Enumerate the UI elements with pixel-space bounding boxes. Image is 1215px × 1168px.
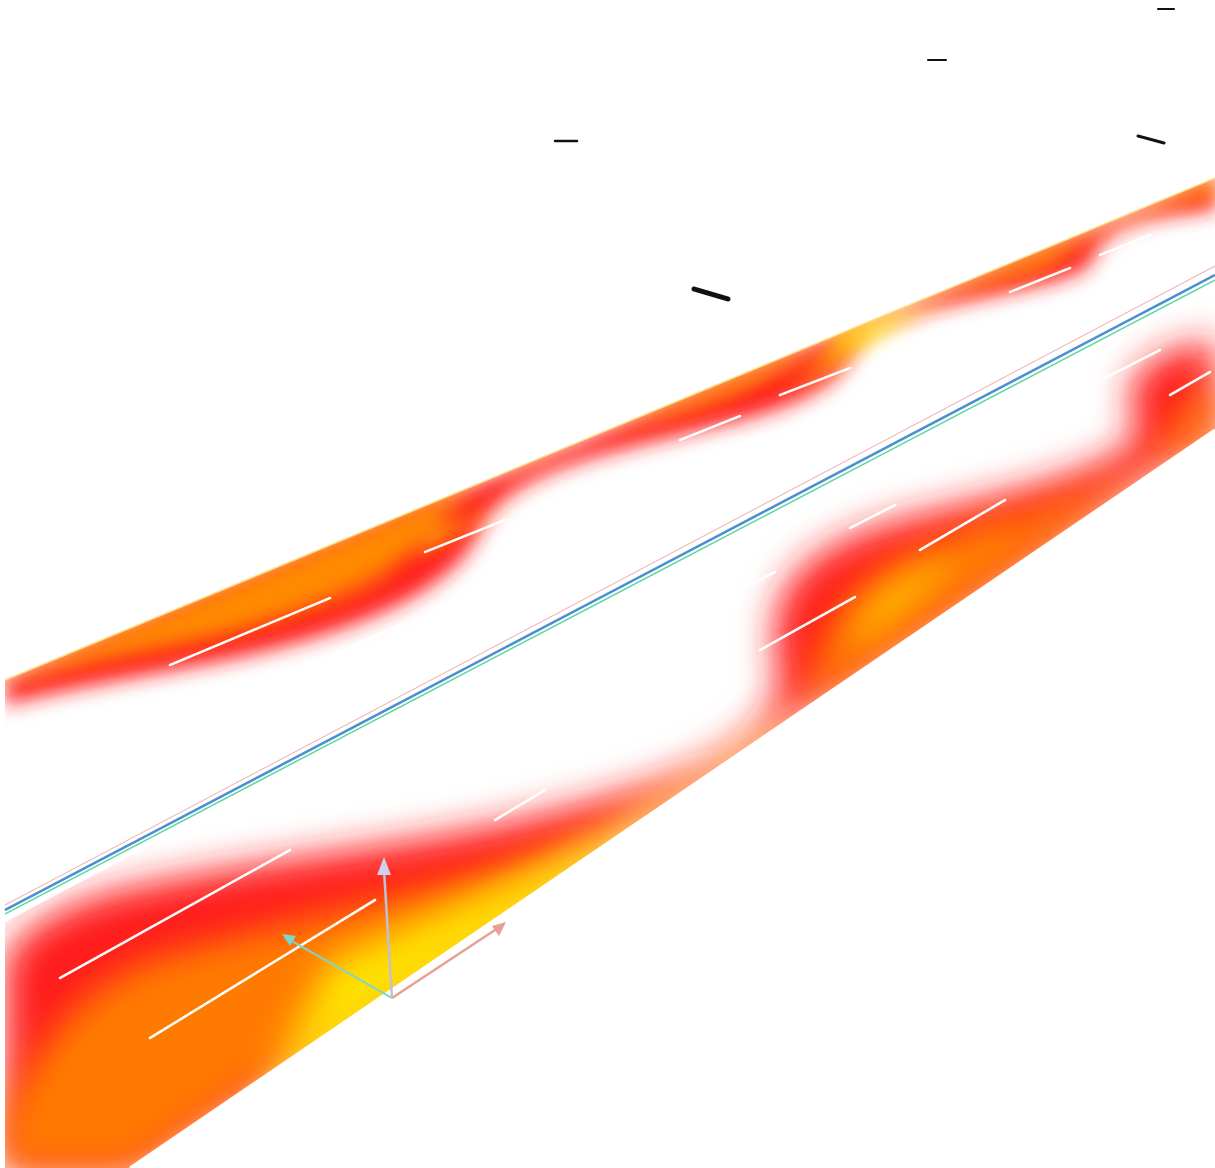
road-edge	[4, 177, 1215, 681]
median-line	[4, 273, 1215, 912]
road-edge	[149, 444, 1215, 1168]
road-edge	[129, 428, 1215, 1168]
median-line	[4, 265, 1215, 906]
lane-dashes	[58, 233, 1212, 1040]
markers	[553, 8, 1175, 302]
axis-gizmo	[282, 857, 506, 1000]
median-line	[4, 279, 1215, 915]
